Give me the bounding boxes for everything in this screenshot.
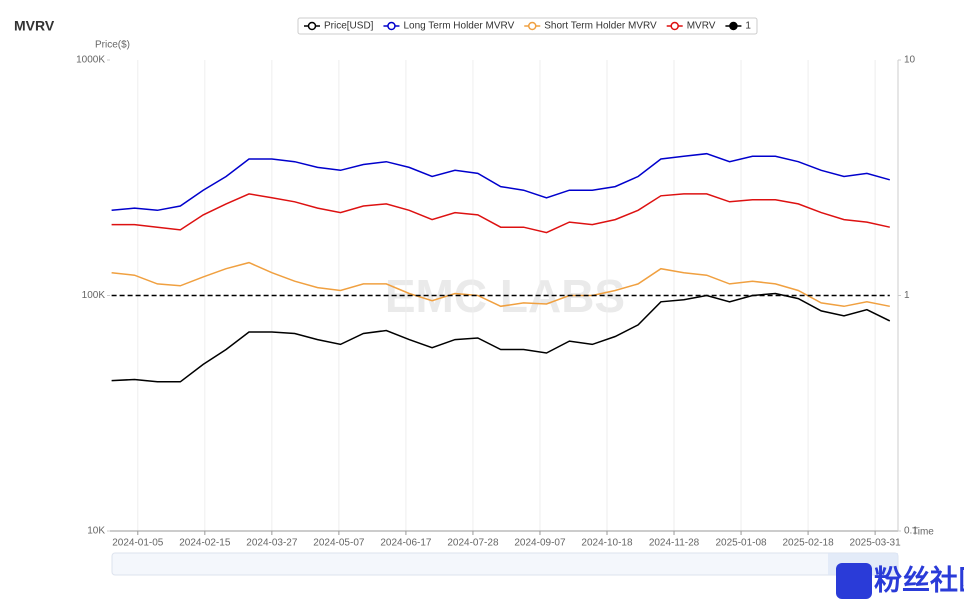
x-tick-label: 2024-02-15 <box>179 538 231 549</box>
legend-item[interactable]: 1 <box>725 21 751 32</box>
x-tick-label: 2024-09-07 <box>514 538 566 549</box>
legend-text: MVRV <box>687 21 716 32</box>
x-tick-label: 2024-11-28 <box>649 538 700 549</box>
range-slider[interactable] <box>111 552 899 576</box>
y-tick-label: 10K <box>87 526 105 537</box>
legend-marker <box>670 21 679 31</box>
legend-item[interactable]: Short Term Holder MVRV <box>524 21 657 32</box>
legend-item[interactable]: Price[USD] <box>304 21 374 32</box>
y2-tick-label: 1 <box>904 290 910 301</box>
x-tick-label: 2024-10-18 <box>581 538 633 549</box>
legend-item[interactable]: MVRV <box>666 21 716 32</box>
x-tick-label: 2025-02-18 <box>783 538 835 549</box>
legend-marker <box>729 21 738 31</box>
x-tick-label: 2024-01-05 <box>112 538 164 549</box>
series-line <box>111 193 890 234</box>
y-tick-label: 1000K <box>76 55 105 66</box>
x-tick-label: 2024-06-17 <box>380 538 432 549</box>
legend-marker <box>528 21 537 31</box>
legend: Price[USD] Long Term Holder MVRV Short Ter… <box>297 17 758 35</box>
series-line <box>111 261 890 308</box>
x-axis-label: Time <box>912 527 934 538</box>
series-line <box>111 152 891 212</box>
y-axis-label: Price($) <box>95 40 130 51</box>
legend-marker <box>387 21 396 31</box>
badge-text: 粉丝社区 <box>874 564 964 595</box>
x-tick-label: 2024-07-28 <box>447 538 499 549</box>
y2-tick-label: 10 <box>904 55 916 66</box>
legend-text: Long Term Holder MVRV <box>403 21 514 32</box>
badge-icon <box>836 563 872 599</box>
legend-marker <box>307 21 317 31</box>
y-tick-label: 100K <box>82 290 106 301</box>
x-tick-label: 2025-03-31 <box>850 538 902 549</box>
legend-text: Short Term Holder MVRV <box>544 21 657 32</box>
x-tick-label: 2024-03-27 <box>246 538 298 549</box>
x-tick-label: 2024-05-07 <box>313 538 365 549</box>
chart-title: MVRV <box>14 18 55 34</box>
y2-tick-label: 0.1 <box>904 526 918 537</box>
legend-text: Price[USD] <box>324 21 374 32</box>
x-tick-label: 2025-01-08 <box>715 538 767 549</box>
legend-item[interactable]: Long Term Holder MVRV <box>383 21 515 32</box>
legend-text: 1 <box>745 21 751 32</box>
